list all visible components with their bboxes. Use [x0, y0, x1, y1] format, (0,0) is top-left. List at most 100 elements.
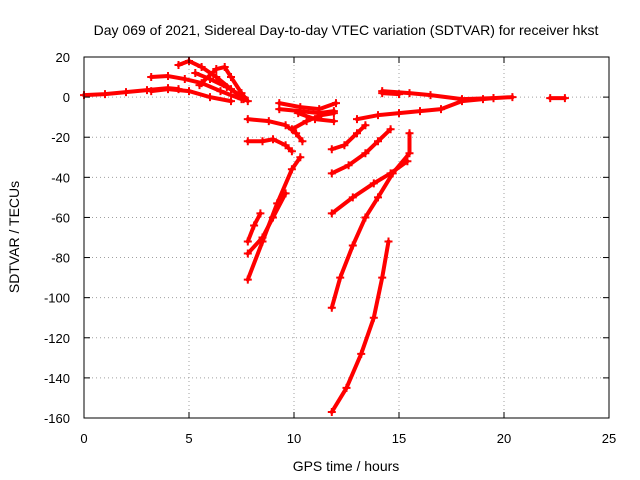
data-point — [275, 105, 284, 114]
data-point — [206, 75, 214, 84]
series-trace — [329, 123, 368, 152]
data-point — [344, 161, 353, 170]
data-point — [243, 249, 252, 258]
data-point — [560, 94, 569, 103]
data-point — [212, 73, 221, 82]
data-point — [426, 91, 435, 100]
data-point — [216, 87, 225, 96]
data-point — [243, 115, 252, 124]
data-series-s15 — [243, 189, 290, 258]
data-point — [258, 137, 267, 146]
data-point — [101, 90, 109, 99]
data-point — [353, 115, 361, 124]
data-point — [327, 145, 336, 154]
data-series-s19 — [327, 129, 414, 312]
data-point — [264, 117, 273, 126]
data-point — [281, 121, 290, 130]
data-point — [405, 89, 414, 98]
data-point — [243, 137, 252, 146]
data-point — [317, 111, 326, 120]
data-series-s8 — [243, 115, 307, 146]
data-point — [336, 273, 345, 282]
data-point — [287, 125, 296, 134]
data-series-s6 — [191, 69, 248, 102]
data-point — [281, 189, 290, 198]
data-point — [405, 129, 414, 138]
y-tick-label: -80 — [51, 251, 70, 266]
data-point — [281, 141, 290, 150]
data-series-s7 — [243, 135, 296, 156]
series-trace — [245, 191, 288, 256]
data-point — [243, 97, 252, 106]
data-point — [147, 87, 156, 96]
data-point — [302, 117, 311, 126]
x-tick-label: 25 — [602, 431, 616, 446]
y-tick-label: -40 — [51, 170, 70, 185]
data-series-s23 — [378, 89, 403, 99]
data-point — [489, 94, 498, 103]
data-point — [180, 75, 189, 84]
y-tick-label: 20 — [56, 50, 70, 65]
data-point — [340, 141, 349, 150]
data-point — [122, 88, 130, 97]
series-trace — [329, 131, 412, 310]
data-series-s16 — [327, 121, 370, 154]
data-point — [298, 137, 307, 146]
data-point — [220, 63, 229, 72]
data-point — [329, 117, 338, 126]
series-trace — [329, 239, 391, 414]
data-point — [348, 193, 357, 202]
data-point — [327, 303, 336, 312]
data-point — [147, 73, 156, 82]
data-point — [416, 107, 424, 116]
data-point — [357, 349, 366, 358]
data-point — [405, 149, 414, 158]
y-tick-label: 0 — [63, 90, 70, 105]
data-point — [256, 209, 265, 218]
data-point — [384, 237, 393, 246]
data-point — [332, 99, 340, 108]
y-tick-label: -120 — [44, 331, 70, 346]
data-series-s3 — [147, 72, 246, 104]
data-point — [311, 115, 319, 124]
data-point — [329, 109, 338, 118]
data-point — [378, 273, 387, 282]
data-point — [374, 137, 382, 146]
data-point — [269, 213, 277, 222]
x-tick-label: 0 — [80, 431, 87, 446]
data-point — [296, 153, 305, 162]
data-point — [327, 209, 336, 218]
data-point — [258, 233, 267, 242]
data-point — [546, 94, 555, 103]
data-point — [342, 383, 351, 392]
data-series-s13 — [243, 209, 265, 246]
data-point — [369, 179, 378, 188]
data-series-s24 — [546, 94, 569, 103]
data-point — [292, 129, 301, 138]
data-point — [294, 109, 303, 118]
y-tick-label: -140 — [44, 371, 70, 386]
data-series-s17 — [327, 125, 395, 178]
data-point — [327, 169, 336, 178]
data-point — [508, 93, 517, 102]
data-point — [378, 89, 387, 98]
data-point — [395, 90, 403, 99]
x-tick-label: 5 — [185, 431, 192, 446]
series-trace — [193, 71, 246, 100]
data-point — [250, 221, 259, 230]
x-tick-label: 20 — [497, 431, 511, 446]
data-point — [369, 313, 378, 322]
series-trace — [277, 107, 336, 116]
data-point — [227, 97, 235, 106]
data-point — [395, 109, 403, 118]
plot-frame — [83, 56, 610, 419]
series-trace — [329, 127, 393, 176]
data-point — [212, 65, 221, 74]
data-point — [361, 149, 370, 158]
data-point — [269, 135, 277, 144]
y-axis-label: SDTVAR / TECUs — [6, 181, 22, 293]
data-point — [174, 61, 183, 70]
data-point — [243, 237, 252, 246]
data-point — [361, 121, 370, 130]
